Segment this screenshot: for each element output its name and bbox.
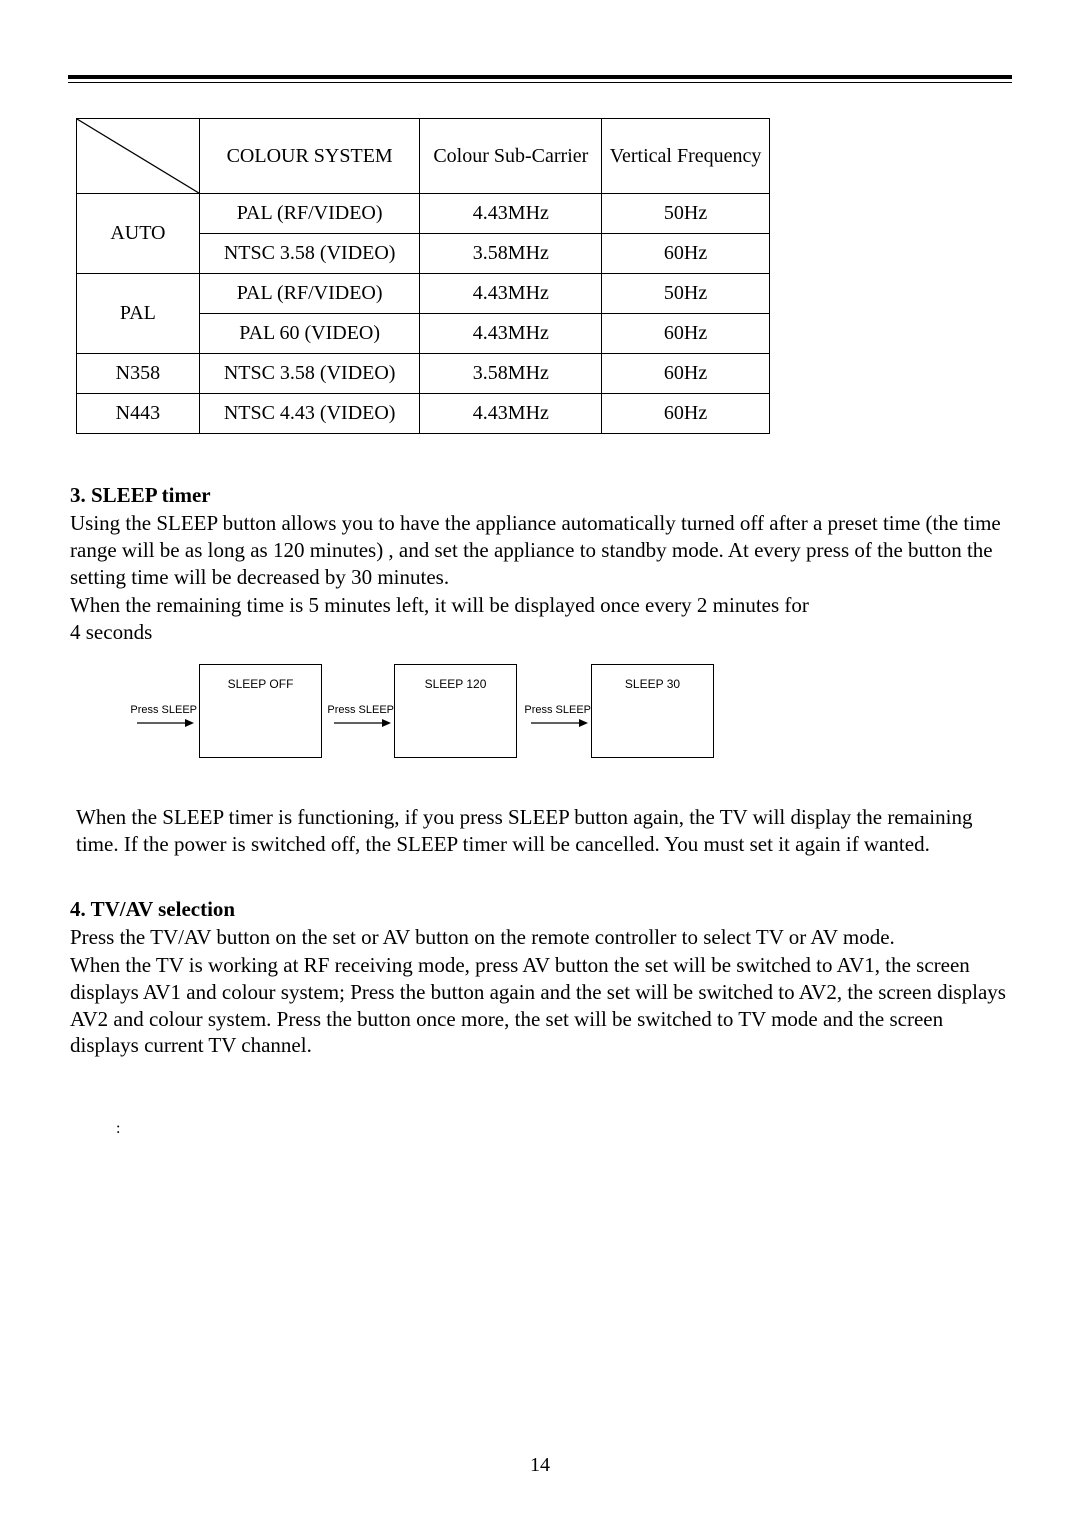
sleep-timer-paragraph: Using the SLEEP button allows you to hav…	[70, 510, 1012, 591]
stray-colon: :	[116, 1120, 120, 1138]
cell-mode: PAL	[77, 274, 200, 354]
header-rule	[68, 75, 1012, 83]
table-row: N358 NTSC 3.58 (VIDEO) 3.58MHz 60Hz	[77, 354, 770, 394]
cell-sys: PAL (RF/VIDEO)	[199, 194, 420, 234]
tv-av-paragraph: Press the TV/AV button on the set or AV …	[70, 924, 1012, 951]
arrow-right-icon	[137, 718, 194, 728]
sleep-state-box: SLEEP OFF	[199, 664, 322, 758]
sleep-diagram: Press SLEEP SLEEP OFF Press SLEEP SLEEP …	[103, 664, 903, 769]
table-header-sub-carrier: Colour Sub-Carrier	[420, 119, 602, 194]
cell-sys: PAL (RF/VIDEO)	[199, 274, 420, 314]
table-row: PAL PAL (RF/VIDEO) 4.43MHz 50Hz	[77, 274, 770, 314]
table-header-vert-freq: Vertical Frequency	[602, 119, 770, 194]
sleep-state-box: SLEEP 120	[394, 664, 517, 758]
cell-mode: N358	[77, 354, 200, 394]
press-sleep-label: Press SLEEP	[511, 704, 591, 716]
cell-sys: PAL 60 (VIDEO)	[199, 314, 420, 354]
sleep-timer-note: When the SLEEP timer is functioning, if …	[76, 804, 1012, 858]
page-number: 14	[0, 1454, 1080, 1477]
table-row: AUTO PAL (RF/VIDEO) 4.43MHz 50Hz	[77, 194, 770, 234]
cell-sub: 3.58MHz	[420, 354, 602, 394]
cell-vf: 50Hz	[602, 194, 770, 234]
sleep-timer-paragraph: When the remaining time is 5 minutes lef…	[70, 592, 1012, 619]
table-diagonal-header	[77, 119, 200, 194]
table-row: N443 NTSC 4.43 (VIDEO) 4.43MHz 60Hz	[77, 394, 770, 434]
sleep-timer-paragraph: 4 seconds	[70, 619, 1012, 646]
cell-vf: 60Hz	[602, 394, 770, 434]
arrow-right-icon	[334, 718, 391, 728]
cell-sys: NTSC 4.43 (VIDEO)	[199, 394, 420, 434]
cell-sub: 4.43MHz	[420, 314, 602, 354]
cell-sys: NTSC 3.58 (VIDEO)	[199, 234, 420, 274]
cell-vf: 60Hz	[602, 234, 770, 274]
tv-av-heading: 4. TV/AV selection	[70, 896, 1012, 923]
cell-sub: 3.58MHz	[420, 234, 602, 274]
cell-vf: 60Hz	[602, 354, 770, 394]
arrow-right-icon	[531, 718, 588, 728]
sleep-timer-heading: 3. SLEEP timer	[70, 482, 1012, 509]
cell-vf: 60Hz	[602, 314, 770, 354]
press-sleep-label: Press SLEEP	[314, 704, 394, 716]
colour-system-table: COLOUR SYSTEM Colour Sub-Carrier Vertica…	[76, 118, 770, 434]
cell-sub: 4.43MHz	[420, 194, 602, 234]
cell-mode: N443	[77, 394, 200, 434]
cell-sub: 4.43MHz	[420, 394, 602, 434]
cell-vf: 50Hz	[602, 274, 770, 314]
cell-sub: 4.43MHz	[420, 274, 602, 314]
sleep-state-box: SLEEP 30	[591, 664, 714, 758]
tv-av-paragraph: When the TV is working at RF receiving m…	[70, 952, 1012, 1060]
cell-sys: NTSC 3.58 (VIDEO)	[199, 354, 420, 394]
cell-mode: AUTO	[77, 194, 200, 274]
press-sleep-label: Press SLEEP	[117, 704, 197, 716]
diagonal-line-icon	[77, 119, 199, 193]
table-header-colour-system: COLOUR SYSTEM	[199, 119, 420, 194]
